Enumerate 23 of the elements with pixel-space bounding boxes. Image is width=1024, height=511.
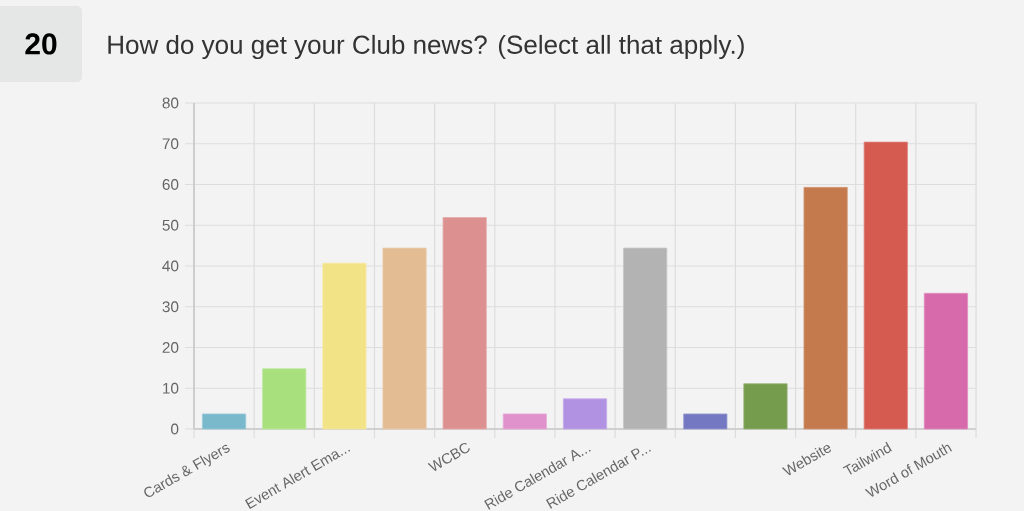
bar (442, 217, 487, 430)
bar (923, 292, 968, 430)
y-tick-label: 70 (162, 138, 179, 150)
bar (382, 247, 427, 430)
bar (743, 383, 788, 430)
y-tick-label: 10 (163, 382, 179, 394)
y-tick-label: 80 (162, 97, 179, 109)
y-tick-label: 50 (162, 219, 179, 231)
y-tick-label: 40 (162, 260, 179, 272)
bar (322, 262, 367, 430)
y-tick-label: 0 (171, 423, 179, 435)
bar (202, 413, 247, 430)
bar (803, 186, 848, 430)
y-tick-label: 30 (162, 301, 179, 313)
y-tick-label: 60 (162, 179, 179, 190)
text: 20 (25, 33, 57, 55)
bar (562, 398, 608, 430)
y-tick-label: 20 (162, 342, 179, 353)
bar (863, 141, 908, 430)
bar (262, 368, 307, 430)
bar (683, 413, 728, 430)
bar (502, 413, 547, 430)
chart-title: How do you get your Club news? (Select all that apply.) (108, 34, 744, 60)
